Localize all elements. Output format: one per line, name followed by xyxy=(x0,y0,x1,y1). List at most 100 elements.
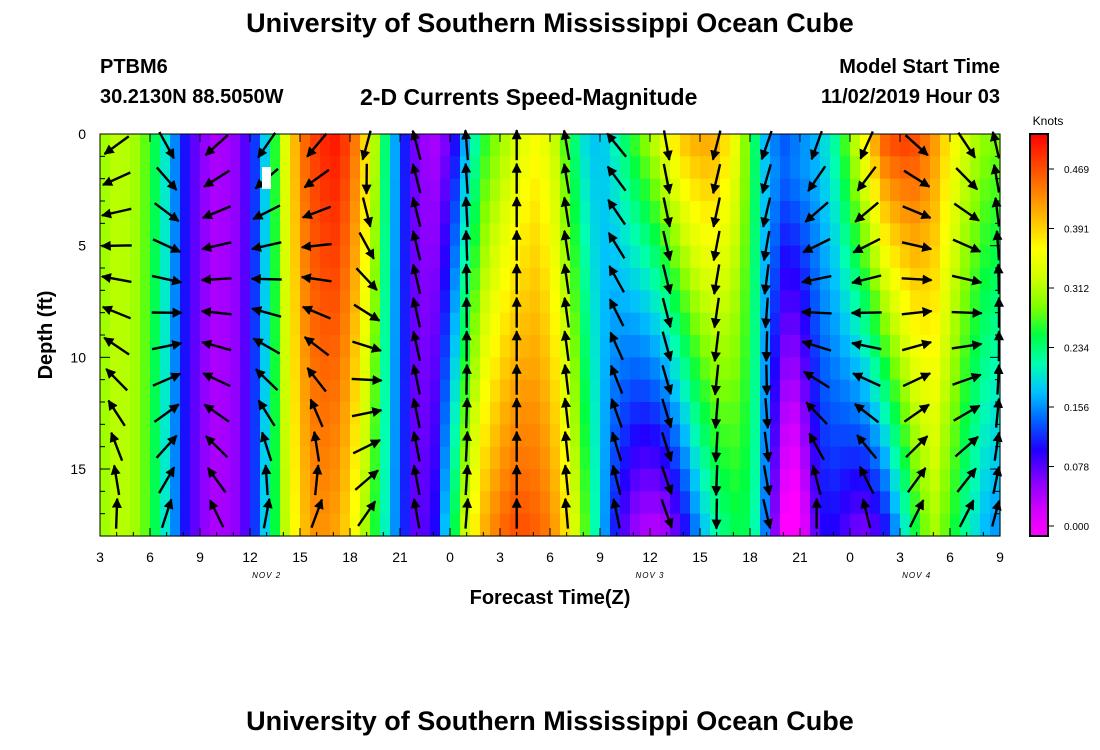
heatmap-cell xyxy=(300,312,311,336)
heatmap-cell xyxy=(470,491,481,515)
heatmap-cell xyxy=(590,335,601,358)
heatmap-cell xyxy=(770,335,781,358)
heatmap-cell xyxy=(650,469,661,492)
heatmap-cell xyxy=(470,424,481,448)
heatmap-cell xyxy=(880,446,891,470)
heatmap-cell xyxy=(770,357,781,381)
current-arrow xyxy=(958,499,975,528)
heatmap-cell xyxy=(620,379,631,403)
heatmap-cell xyxy=(510,268,521,291)
heatmap-cell xyxy=(890,268,901,291)
current-arrow xyxy=(804,201,829,223)
current-arrow xyxy=(903,169,931,188)
heatmap-cell xyxy=(990,223,1001,247)
heatmap-cell xyxy=(700,469,711,492)
heatmap-cell xyxy=(720,156,731,180)
heatmap-cell xyxy=(190,290,201,314)
heatmap-cell xyxy=(730,223,741,247)
current-arrow xyxy=(760,130,773,161)
heatmap-cell xyxy=(760,201,771,224)
heatmap-cell xyxy=(750,402,761,425)
current-arrow xyxy=(993,397,1004,428)
x-tick-label: 21 xyxy=(392,549,408,565)
heatmap-cell xyxy=(390,357,401,381)
heatmap-cell xyxy=(780,446,791,470)
heatmap-cell xyxy=(570,335,581,358)
heatmap-cell xyxy=(890,402,901,425)
heatmap-cell xyxy=(320,290,331,314)
heatmap-cell xyxy=(120,223,131,247)
heatmap-cell xyxy=(460,178,471,202)
current-arrow xyxy=(155,166,178,191)
heatmap-cell xyxy=(950,513,961,537)
x-tick-label: 15 xyxy=(292,549,308,565)
heatmap-cell xyxy=(800,402,811,425)
heatmap-cell xyxy=(830,335,841,358)
current-arrow xyxy=(303,336,330,357)
heatmap-cell xyxy=(880,134,891,157)
heatmap-cell xyxy=(790,402,801,425)
heatmap-cell xyxy=(610,312,621,336)
heatmap-cell xyxy=(600,402,611,425)
heatmap-cell xyxy=(300,245,311,269)
heatmap-cell xyxy=(150,402,161,425)
heatmap-cell xyxy=(540,469,551,492)
current-arrow xyxy=(203,403,230,423)
x-axis-label: Forecast Time(Z) xyxy=(470,587,631,609)
y-tick-label: 5 xyxy=(78,238,86,254)
current-arrow xyxy=(660,465,674,496)
heatmap-cell xyxy=(410,312,421,336)
heatmap-cell xyxy=(650,178,661,202)
heatmap-cell xyxy=(750,335,761,358)
heatmap-cell xyxy=(130,223,141,247)
heatmap-cell xyxy=(960,424,971,448)
heatmap-cell xyxy=(180,491,191,515)
heatmap-cell xyxy=(720,290,731,314)
heatmap-cell xyxy=(480,402,491,425)
heatmap-cell xyxy=(920,335,931,358)
current-arrow xyxy=(461,430,472,462)
heatmap-cell xyxy=(100,379,111,403)
current-arrow xyxy=(952,372,982,386)
heatmap-cell xyxy=(990,312,1001,336)
heatmap-cell xyxy=(330,446,341,470)
heatmap-cell xyxy=(510,178,521,202)
heatmap-cell xyxy=(140,402,151,425)
current-arrow xyxy=(852,237,881,254)
heatmap-cell xyxy=(940,268,951,291)
footer-title: University of Southern Mississippi Ocean… xyxy=(246,706,854,736)
heatmap-cell xyxy=(150,312,161,336)
current-arrow xyxy=(901,241,933,252)
heatmap-cell xyxy=(730,379,741,403)
x-tick-label: 6 xyxy=(546,549,554,565)
heatmap-cell xyxy=(330,178,341,202)
heatmap-cell xyxy=(270,201,281,224)
heatmap-cell xyxy=(140,424,151,448)
heatmap-cell xyxy=(750,223,761,247)
heatmap-cell xyxy=(820,312,831,336)
heatmap-cell xyxy=(160,134,171,157)
heatmap-cell xyxy=(920,223,931,247)
heatmap-cell xyxy=(660,290,671,314)
heatmap-cell xyxy=(920,513,931,537)
heatmap-cell xyxy=(140,178,151,202)
heatmap-cell xyxy=(700,379,711,403)
x-tick-label: 9 xyxy=(196,549,204,565)
heatmap-cell xyxy=(380,223,391,247)
heatmap-cell xyxy=(350,134,361,157)
heatmap-cell xyxy=(340,446,351,470)
heatmap-cell xyxy=(180,290,191,314)
current-arrow xyxy=(662,197,673,228)
heatmap-cell xyxy=(500,156,511,180)
heatmap-cell xyxy=(500,491,511,515)
heatmap-cell xyxy=(490,268,501,291)
heatmap-cell xyxy=(750,201,761,224)
heatmap-cell xyxy=(190,268,201,291)
heatmap-cell xyxy=(620,446,631,470)
heatmap-cell xyxy=(970,290,981,314)
heatmap-cell xyxy=(580,156,591,180)
heatmap-cell xyxy=(830,491,841,515)
current-arrow xyxy=(262,497,273,529)
current-arrow xyxy=(410,196,422,227)
heatmap-cell xyxy=(610,469,621,492)
